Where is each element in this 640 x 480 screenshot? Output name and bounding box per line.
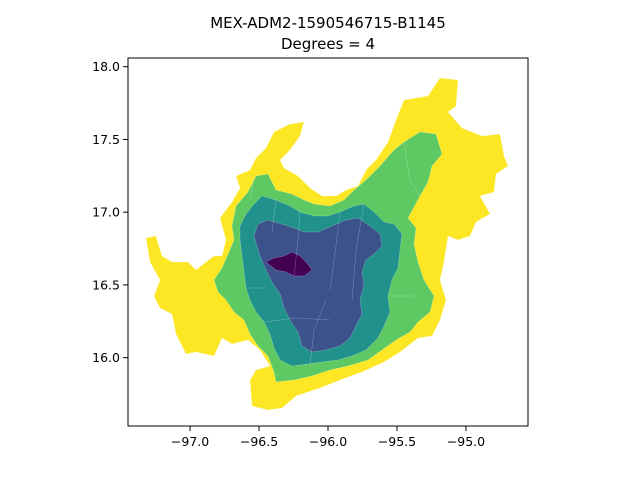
district-boundary [249, 175, 255, 201]
district-boundary [263, 317, 331, 323]
map-title-line-2: Degrees = 4 [281, 35, 375, 53]
y-tick-label: 16.0 [92, 350, 120, 365]
x-tick-label: −95.0 [447, 434, 485, 449]
map-title-line-1: MEX-ADM2-1590546715-B1145 [210, 14, 446, 32]
district-boundary [271, 199, 277, 233]
district-boundary [351, 203, 365, 301]
map-region-class-1 [253, 217, 383, 353]
district-boundary [329, 211, 341, 291]
district-boundary [293, 211, 301, 277]
y-tick-label: 17.5 [92, 132, 120, 147]
x-axis: −97.0 −96.5 −96.0 −95.5 −95.0 [171, 426, 485, 449]
x-tick-label: −97.0 [171, 434, 209, 449]
y-tick-label: 18.0 [92, 59, 120, 74]
x-tick-label: −96.0 [309, 434, 347, 449]
x-tick-label: −96.5 [240, 434, 278, 449]
x-tick-label: −95.5 [378, 434, 416, 449]
map-regions [145, 77, 509, 411]
y-axis: 16.0 16.5 17.0 17.5 18.0 [92, 59, 128, 365]
y-tick-label: 17.0 [92, 205, 120, 220]
district-boundary [403, 141, 421, 197]
district-boundary [309, 299, 327, 367]
y-tick-label: 16.5 [92, 277, 120, 292]
map-region-class-0 [265, 251, 313, 277]
